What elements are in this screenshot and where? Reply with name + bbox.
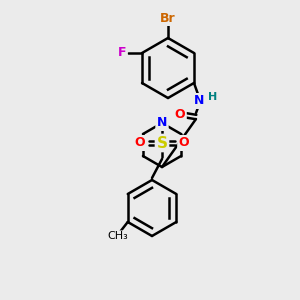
Text: F: F (118, 46, 126, 59)
Text: CH₃: CH₃ (107, 231, 128, 241)
Text: N: N (157, 116, 167, 130)
Text: S: S (157, 136, 167, 151)
Text: N: N (194, 94, 204, 107)
Text: Br: Br (160, 11, 176, 25)
Text: O: O (175, 109, 185, 122)
Text: O: O (135, 136, 145, 149)
Text: O: O (179, 136, 189, 149)
Text: H: H (208, 92, 217, 102)
